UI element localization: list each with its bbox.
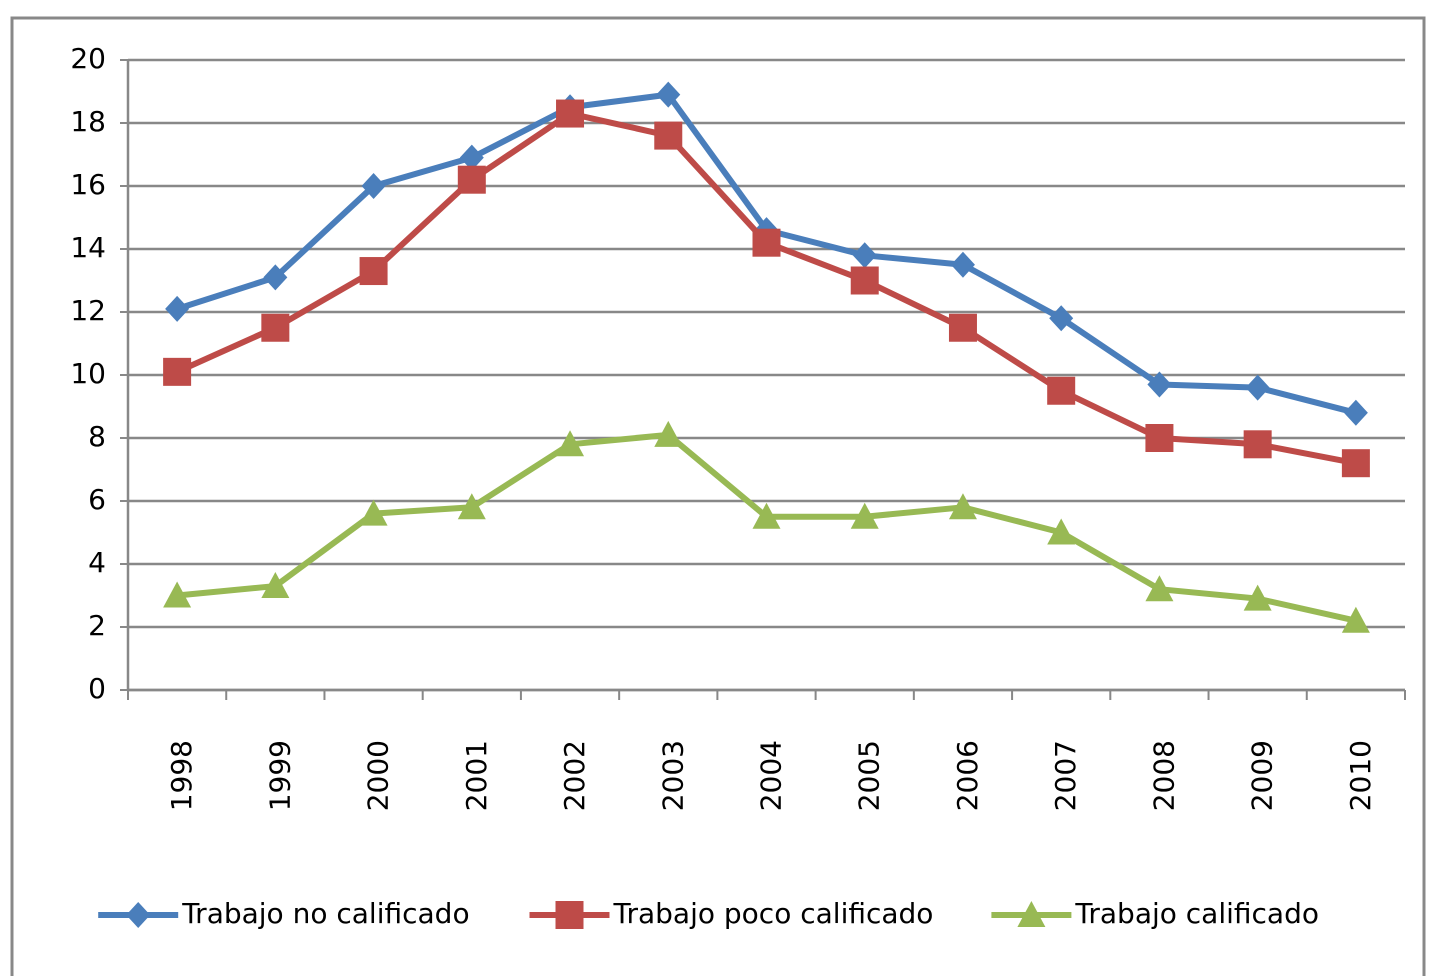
y-tick-label: 2 <box>88 609 106 642</box>
x-tick-label: 2004 <box>755 740 788 811</box>
marker <box>459 144 484 171</box>
marker <box>752 502 781 529</box>
x-tick-label: 2002 <box>558 740 591 811</box>
marker <box>656 81 681 108</box>
y-tick-label: 0 <box>88 672 106 705</box>
marker <box>555 901 584 929</box>
marker <box>1145 575 1174 602</box>
marker <box>948 313 977 342</box>
legend-label: Trabajo no calificado <box>181 897 469 930</box>
marker <box>457 165 486 194</box>
marker <box>457 493 486 520</box>
marker <box>852 242 877 269</box>
marker <box>556 430 585 457</box>
marker <box>1017 901 1046 927</box>
marker <box>1147 371 1172 398</box>
x-tick-label: 2008 <box>1147 740 1180 811</box>
x-tick-label: 1999 <box>263 740 296 811</box>
marker <box>654 420 683 447</box>
marker <box>359 499 388 526</box>
marker <box>850 502 879 529</box>
marker <box>1047 376 1076 405</box>
marker <box>361 173 386 199</box>
marker <box>126 902 151 928</box>
marker <box>1145 424 1174 452</box>
y-tick-label: 14 <box>70 231 106 264</box>
marker <box>556 99 585 128</box>
legend-label: Trabajo calificado <box>1074 897 1319 930</box>
marker <box>654 121 683 150</box>
y-tick-label: 10 <box>70 357 106 390</box>
y-tick-label: 16 <box>70 168 106 201</box>
series <box>163 99 1370 478</box>
x-tick-label: 2000 <box>362 740 395 811</box>
x-tick-label: 2005 <box>853 740 886 811</box>
y-tick-label: 8 <box>88 420 106 453</box>
marker <box>1049 305 1074 332</box>
marker <box>359 257 388 286</box>
marker <box>1343 399 1368 426</box>
marker <box>1047 518 1076 545</box>
marker <box>948 493 977 520</box>
marker <box>1245 374 1270 401</box>
y-tick-label: 6 <box>88 483 106 516</box>
marker <box>850 266 879 295</box>
marker <box>263 264 288 291</box>
legend-label: Trabajo poco calificado <box>613 897 934 930</box>
chart-frame <box>10 16 1426 976</box>
marker <box>1341 449 1370 478</box>
x-tick-label: 2007 <box>1049 740 1082 811</box>
x-tick-label: 2009 <box>1246 740 1279 811</box>
x-tick-label: 2010 <box>1344 740 1377 811</box>
marker <box>1243 430 1272 459</box>
marker <box>261 572 290 599</box>
marker <box>1341 606 1370 633</box>
marker <box>165 295 190 322</box>
marker <box>163 357 192 386</box>
series <box>163 420 1370 633</box>
x-tick-label: 2001 <box>460 740 493 811</box>
x-tick-label: 2003 <box>656 740 689 811</box>
y-tick-label: 18 <box>70 105 106 138</box>
marker <box>163 581 192 608</box>
marker <box>950 251 975 278</box>
x-tick-label: 1998 <box>165 740 198 811</box>
x-tick-label: 2006 <box>951 740 984 811</box>
y-tick-label: 4 <box>88 546 106 579</box>
y-tick-label: 20 <box>70 42 106 75</box>
marker <box>752 228 781 257</box>
y-tick-label: 12 <box>70 294 106 327</box>
marker <box>1243 584 1272 611</box>
marker <box>261 313 290 342</box>
